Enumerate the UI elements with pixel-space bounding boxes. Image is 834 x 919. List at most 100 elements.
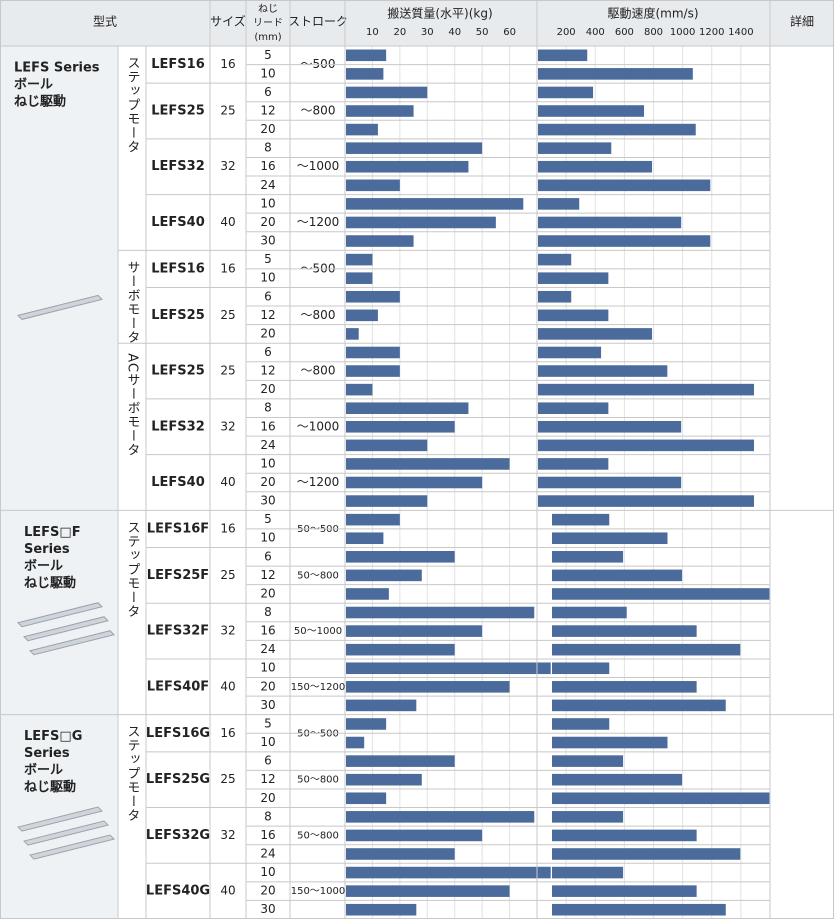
speed-bar (538, 198, 580, 210)
lead: 10 (260, 735, 275, 749)
lead: 12 (260, 364, 275, 378)
model-name: LEFS32F (147, 624, 209, 639)
load-bar (346, 903, 417, 916)
load-bar (346, 179, 400, 192)
lead: 8 (264, 401, 272, 415)
speed-bar (552, 569, 683, 582)
speed-bar (538, 160, 653, 173)
series-name: ねじ駆動 (14, 94, 66, 110)
series-name: ボール (24, 762, 63, 778)
load-bar (346, 625, 483, 637)
load-bar (346, 476, 483, 489)
product-image (17, 294, 103, 320)
stroke: ～800 (301, 308, 336, 322)
header-lead: (mm) (254, 32, 281, 43)
load-bar (346, 309, 378, 322)
lead: 12 (260, 308, 275, 322)
speed-bar (538, 402, 609, 414)
size: 40 (220, 215, 235, 229)
model-name: LEFS40 (151, 475, 205, 490)
lead: 5 (264, 48, 272, 62)
size: 32 (220, 624, 235, 638)
load-tick-label: 10 (366, 27, 379, 38)
speed-bar (552, 866, 624, 879)
load-bar (346, 662, 551, 675)
speed-bar (538, 346, 602, 359)
load-bar (346, 699, 417, 712)
lead: 16 (260, 624, 275, 638)
series-name: LEFS□F (24, 525, 81, 540)
load-bar (346, 885, 510, 897)
speed-bar (552, 736, 668, 749)
speed-bar (552, 643, 741, 656)
load-bar (346, 420, 455, 433)
speed-tick-label: 1400 (728, 27, 753, 38)
size: 25 (220, 308, 235, 322)
load-bar (346, 811, 535, 823)
load-bar (346, 848, 455, 860)
lead: 10 (260, 531, 275, 545)
speed-bar (538, 253, 572, 266)
lead: 24 (260, 438, 275, 452)
load-tick-label: 60 (503, 27, 516, 38)
lead: 20 (260, 586, 275, 600)
load-tick-label: 30 (421, 27, 434, 38)
load-bar (346, 68, 384, 80)
load-bar (346, 458, 510, 470)
speed-bar (552, 811, 624, 823)
model-name: LEFS40G (146, 884, 210, 899)
size: 25 (220, 772, 235, 786)
load-bar (346, 755, 455, 767)
size: 25 (220, 568, 235, 582)
lead: 8 (264, 605, 272, 619)
speed-bar (538, 216, 682, 229)
load-bar (346, 402, 469, 414)
speed-bar (538, 290, 572, 303)
series-name: LEFS Series (14, 61, 100, 76)
size: 32 (220, 159, 235, 173)
load-bar (346, 829, 483, 842)
speed-bar (538, 365, 668, 377)
size: 32 (220, 419, 235, 433)
lead: 16 (260, 159, 275, 173)
model-name: LEFS25 (151, 308, 205, 323)
load-bar (346, 439, 428, 452)
speed-bar (552, 513, 610, 526)
stroke: 50～800 (297, 775, 339, 786)
model-name: LEFS16F (147, 521, 209, 536)
load-bar (346, 160, 469, 173)
lead: 6 (264, 85, 272, 99)
speed-bar (552, 829, 697, 842)
speed-bar (552, 588, 770, 600)
product-image (17, 602, 103, 628)
header-size: サイズ (210, 14, 246, 29)
speed-bar (538, 49, 588, 62)
size: 32 (220, 828, 235, 842)
lead: 6 (264, 549, 272, 563)
speed-tick-label: 800 (644, 27, 663, 38)
load-bar (346, 216, 496, 229)
model-name: LEFS16G (146, 726, 210, 741)
speed-bar (538, 179, 711, 192)
lead: 20 (260, 382, 275, 396)
load-bar (346, 569, 422, 582)
load-bar (346, 495, 428, 507)
model-name: LEFS25 (151, 364, 205, 379)
speed-bar (538, 476, 682, 489)
lead: 6 (264, 289, 272, 303)
load-bar (346, 105, 414, 117)
load-bar (346, 49, 387, 62)
load-bar (346, 513, 400, 526)
size: 16 (220, 726, 235, 740)
lead: 5 (264, 512, 272, 526)
speed-bar (538, 420, 682, 433)
load-bar (346, 718, 387, 730)
series-name: ねじ駆動 (24, 575, 76, 591)
lead: 12 (260, 568, 275, 582)
model-name: LEFS40F (147, 679, 209, 694)
speed-tick-label: 200 (557, 27, 576, 38)
speed-bar (552, 718, 610, 730)
motor-type: サーボモータ (125, 260, 140, 344)
series-name: LEFS□G (24, 729, 82, 744)
series-name: ボール (24, 558, 63, 574)
